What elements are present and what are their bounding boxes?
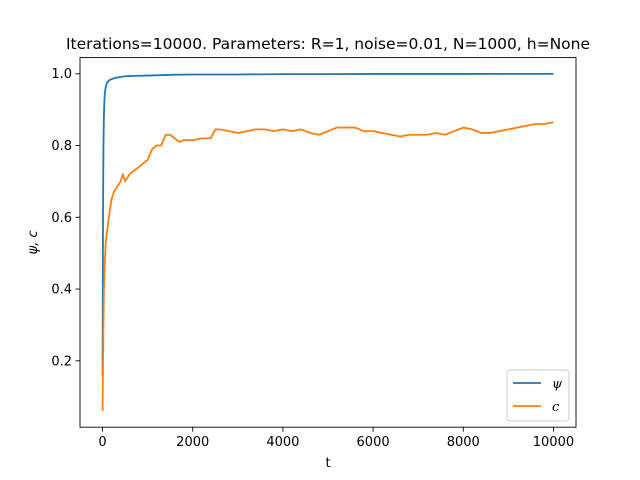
legend-label-psi: ψ (552, 377, 563, 392)
x-tick-label: 4000 (266, 435, 299, 450)
x-tick-label: 0 (98, 435, 106, 450)
x-tick-label: 8000 (447, 435, 480, 450)
chart-title: Iterations=10000. Parameters: R=1, noise… (66, 35, 590, 53)
legend-label-c: c (552, 400, 560, 415)
y-axis-label: ψ, c (26, 230, 41, 254)
plot-area (101, 72, 554, 412)
y-tick-label: 0.2 (51, 354, 72, 369)
axis-ticks: 0 2000 4000 6000 8000 10000 0.2 0.4 0.6 0.8 1.0 (51, 67, 574, 450)
y-tick-label: 0.8 (51, 139, 72, 154)
axes-frame (79, 57, 577, 428)
series-line-c (101, 121, 554, 412)
x-axis-label: t (325, 456, 330, 471)
x-tick-label: 10000 (533, 435, 574, 450)
y-tick-label: 0.6 (51, 211, 72, 226)
legend: ψ c (506, 369, 570, 422)
x-tick-label: 6000 (357, 435, 390, 450)
y-tick-label: 0.4 (51, 283, 72, 298)
y-tick-label: 1.0 (51, 67, 72, 82)
x-tick-label: 2000 (176, 435, 209, 450)
series-line-psi (101, 72, 554, 376)
